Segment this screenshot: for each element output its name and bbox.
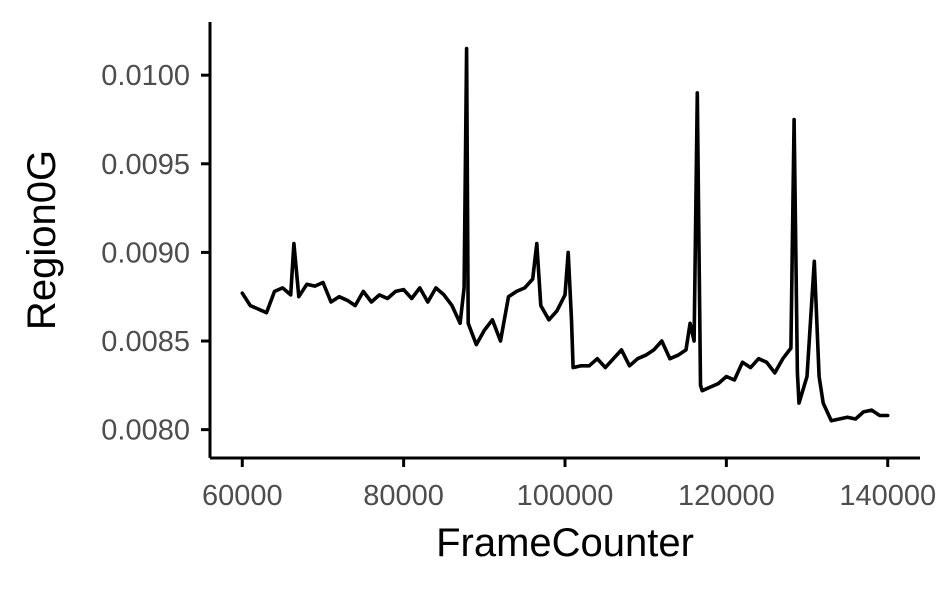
x-tick-label: 60000 <box>202 480 283 512</box>
ticks-layer: 60000 80000 100000 120000 140000 0.0080 0.0085… <box>101 60 936 512</box>
x-tick-label: 80000 <box>363 480 444 512</box>
x-tick-label: 100000 <box>517 480 614 512</box>
series-line <box>240 46 890 423</box>
y-tick-label: 0.0085 <box>101 326 190 358</box>
x-axis-title: FrameCounter <box>436 521 694 565</box>
x-tick-label: 120000 <box>678 480 775 512</box>
y-tick-label: 0.0080 <box>101 415 190 447</box>
y-tick-label: 0.0090 <box>101 237 190 269</box>
y-tick-label: 0.0100 <box>101 60 190 92</box>
y-axis-title: Region0G <box>20 150 64 330</box>
y-tick-label: 0.0095 <box>101 149 190 181</box>
x-tick-label: 140000 <box>839 480 936 512</box>
